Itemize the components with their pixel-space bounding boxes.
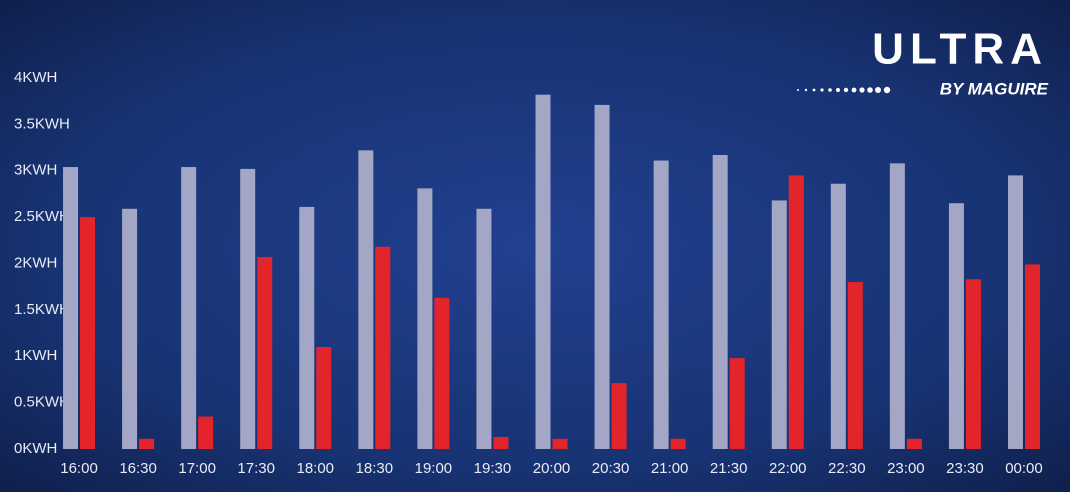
bar [299,206,315,449]
x-tick-label: 17:30 [237,460,275,477]
bar [653,160,669,450]
bar [670,438,686,449]
bar [1024,264,1040,449]
x-tick-label: 22:00 [769,460,807,477]
bar [847,282,863,449]
y-tick-label: 1KWH [14,347,57,364]
x-tick-label: 18:00 [296,460,334,477]
bar [948,203,964,449]
bar [122,208,138,449]
bar [611,383,627,449]
bar [965,279,981,449]
x-tick-label: 16:30 [119,460,157,477]
y-tick-label: 4KWH [14,69,57,86]
x-tick-label: 20:00 [533,460,571,477]
bar [358,150,374,449]
bar [1007,175,1023,449]
x-tick-label: 19:00 [415,460,453,477]
bar [257,257,273,449]
bar [830,183,846,450]
x-tick-label: 21:00 [651,460,689,477]
x-tick-label: 22:30 [828,460,866,477]
bar [316,346,332,449]
x-tick-label: 17:00 [178,460,216,477]
x-tick-label: 20:30 [592,460,630,477]
x-tick-label: 19:30 [474,460,512,477]
bar [493,436,509,449]
bar [729,358,745,449]
bar [889,163,905,449]
y-tick-label: 3.5KWH [14,115,70,132]
y-tick-label: 1.5KWH [14,301,70,318]
x-tick-label: 23:30 [946,460,984,477]
bar [198,416,214,449]
bar [788,175,804,449]
bar [80,217,96,449]
x-tick-label: 21:30 [710,460,748,477]
x-tick-label: 16:00 [60,460,98,477]
bar [771,200,787,449]
bar [434,297,450,449]
y-tick-label: 0.5KWH [14,394,70,411]
logo-dots [797,86,891,94]
bar [712,154,728,450]
y-tick-label: 2.5KWH [14,208,70,225]
bar [594,104,610,450]
bar [63,167,79,450]
bar [139,438,155,449]
y-tick-label: 3KWH [14,162,57,179]
x-tick-label: 18:30 [356,460,394,477]
bar [240,168,256,449]
bar [535,94,551,449]
x-tick-label: 23:00 [887,460,925,477]
logo-title: ULTRA [872,25,1048,74]
bar [181,167,197,450]
bar [375,246,391,449]
y-tick-label: 0KWH [14,440,57,457]
logo-subtitle: BY MAGUIRE [940,79,1049,98]
bar [476,208,492,449]
bar [906,438,922,449]
x-tick-label: 00:00 [1005,460,1043,477]
bar [552,438,568,449]
y-tick-label: 2KWH [14,254,57,271]
bar [417,188,433,449]
